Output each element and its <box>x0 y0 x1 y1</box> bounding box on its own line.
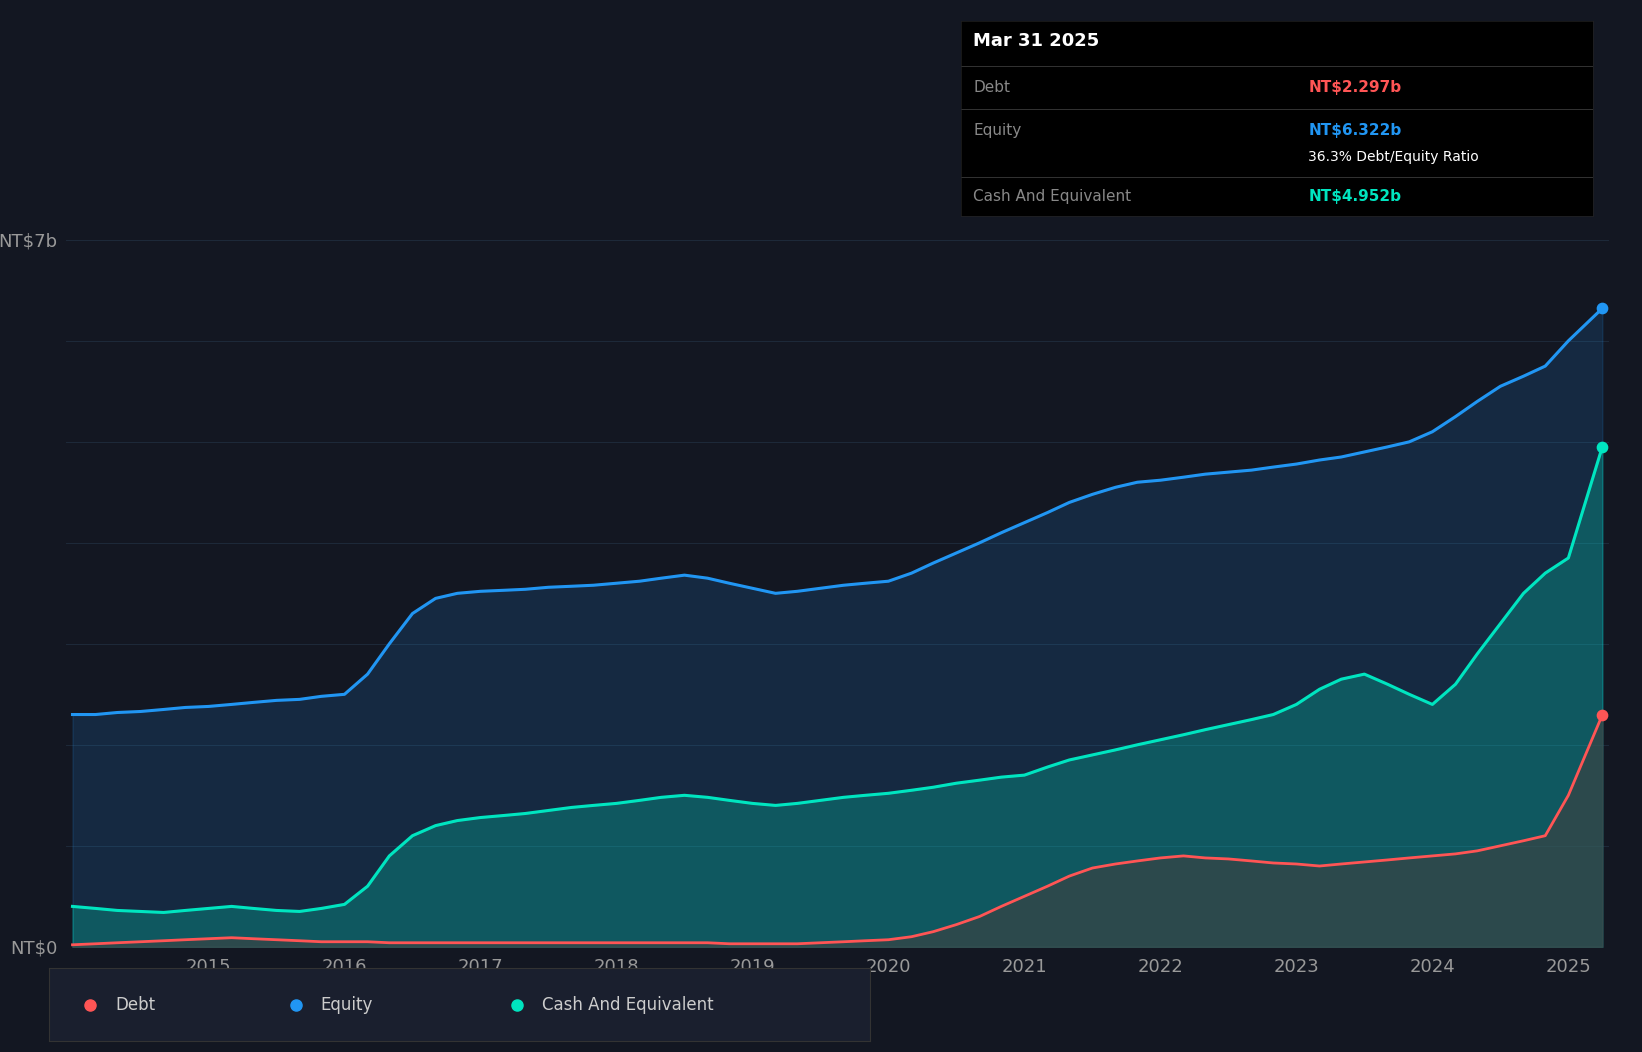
Text: NT$6.322b: NT$6.322b <box>1309 122 1402 138</box>
Point <box>1589 706 1616 723</box>
Text: NT$4.952b: NT$4.952b <box>1309 188 1401 204</box>
Text: Cash And Equivalent: Cash And Equivalent <box>542 995 714 1014</box>
Text: NT$2.297b: NT$2.297b <box>1309 80 1401 95</box>
Text: Debt: Debt <box>974 80 1010 95</box>
Text: Cash And Equivalent: Cash And Equivalent <box>974 188 1131 204</box>
Text: Mar 31 2025: Mar 31 2025 <box>974 32 1100 49</box>
Point <box>1589 300 1616 317</box>
Text: Equity: Equity <box>320 995 373 1014</box>
Text: Equity: Equity <box>974 122 1021 138</box>
Point <box>1589 439 1616 456</box>
Text: 36.3% Debt/Equity Ratio: 36.3% Debt/Equity Ratio <box>1309 150 1479 164</box>
Text: Debt: Debt <box>115 995 154 1014</box>
